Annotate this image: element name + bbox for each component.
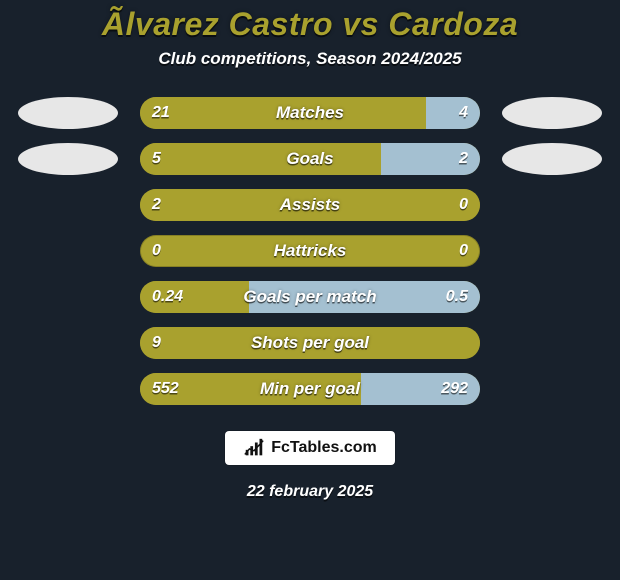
stat-bar: 0 0 Hattricks xyxy=(140,235,480,267)
stat-row: 552 292 Min per goal xyxy=(0,373,620,405)
stat-label: Shots per goal xyxy=(251,333,369,353)
stat-label: Hattricks xyxy=(274,241,347,261)
stat-row: 0.24 0.5 Goals per match xyxy=(0,281,620,313)
stat-bar: 5 2 Goals xyxy=(140,143,480,175)
footer-logo-text: FcTables.com xyxy=(271,439,377,457)
comparison-title: Ãlvarez Castro vs Cardoza xyxy=(102,6,518,43)
stat-left-value: 9 xyxy=(152,334,161,352)
stat-bar-left-fill xyxy=(140,143,381,175)
stat-left-value: 552 xyxy=(152,380,179,398)
stat-bar: 552 292 Min per goal xyxy=(140,373,480,405)
stat-right-value: 0 xyxy=(459,242,468,260)
stat-left-value: 5 xyxy=(152,150,161,168)
stat-row: 5 2 Goals xyxy=(0,143,620,175)
player-left-badge xyxy=(18,143,118,175)
infographic-container: Ãlvarez Castro vs Cardoza Club competiti… xyxy=(0,0,620,580)
stat-right-value: 292 xyxy=(441,380,468,398)
stat-row: 0 0 Hattricks xyxy=(0,235,620,267)
stat-rows: 21 4 Matches 5 2 Goals 2 0 Assists 0 0 Hattricks 0.2… xyxy=(0,97,620,405)
footer-logo: FcTables.com xyxy=(225,431,395,465)
stat-label: Matches xyxy=(276,103,344,123)
stat-bar: 2 0 Assists xyxy=(140,189,480,221)
stat-right-value: 0.5 xyxy=(446,288,468,306)
stat-right-value: 4 xyxy=(459,104,468,122)
stat-left-value: 0.24 xyxy=(152,288,183,306)
stat-label: Goals xyxy=(286,149,333,169)
footer-date: 22 february 2025 xyxy=(247,483,373,501)
stat-bar: 0.24 0.5 Goals per match xyxy=(140,281,480,313)
player-right-badge xyxy=(502,97,602,129)
stat-bar: 21 4 Matches xyxy=(140,97,480,129)
comparison-subtitle: Club competitions, Season 2024/2025 xyxy=(158,49,461,69)
stat-right-value: 2 xyxy=(459,150,468,168)
stat-right-value: 0 xyxy=(459,196,468,214)
stat-row: 21 4 Matches xyxy=(0,97,620,129)
stat-row: 2 0 Assists xyxy=(0,189,620,221)
stat-label: Assists xyxy=(280,195,340,215)
stat-left-value: 21 xyxy=(152,104,170,122)
stat-label: Min per goal xyxy=(260,379,360,399)
stat-row: 9 Shots per goal xyxy=(0,327,620,359)
stat-bar: 9 Shots per goal xyxy=(140,327,480,359)
chart-icon xyxy=(243,437,265,459)
player-left-badge xyxy=(18,97,118,129)
stat-bar-right-fill xyxy=(426,97,480,129)
stat-left-value: 2 xyxy=(152,196,161,214)
stat-label: Goals per match xyxy=(243,287,376,307)
player-right-badge xyxy=(502,143,602,175)
stat-left-value: 0 xyxy=(152,242,161,260)
